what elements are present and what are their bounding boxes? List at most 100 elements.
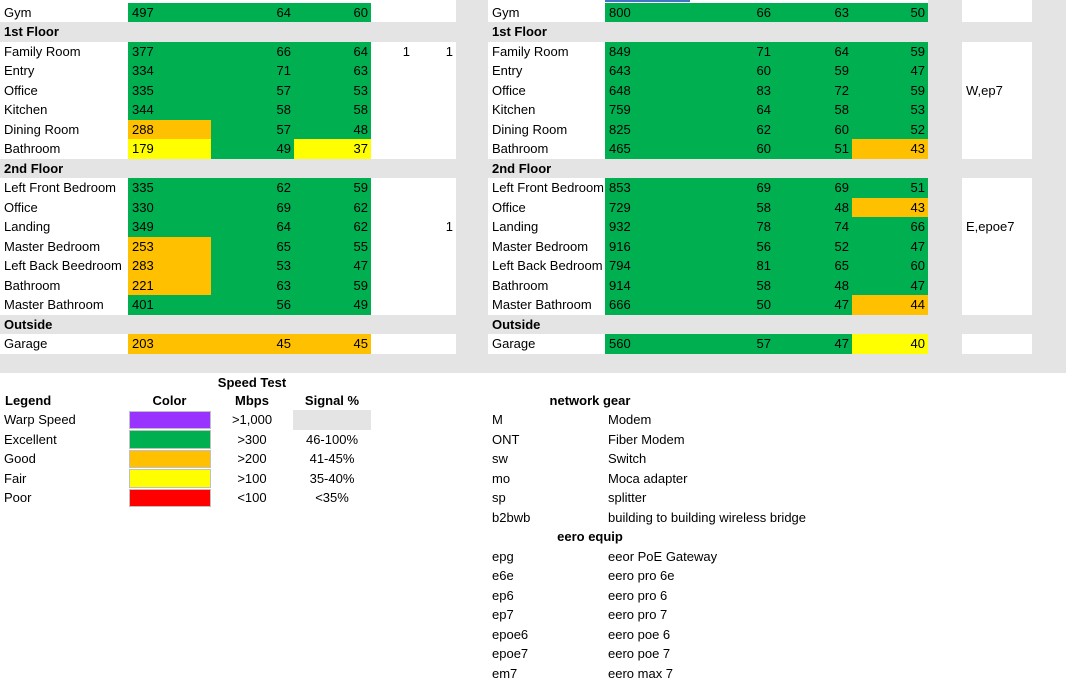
signal-cell-c: 60 bbox=[852, 256, 928, 276]
room-label: Entry bbox=[0, 61, 128, 81]
room-label: Office bbox=[0, 81, 128, 101]
signal-cell-b: 63 bbox=[294, 61, 371, 81]
signal-cell-c: 43 bbox=[852, 198, 928, 218]
signal-cell-b: 47 bbox=[774, 334, 852, 354]
eero-equip-title: eero equip bbox=[520, 527, 660, 547]
section-header: 2nd Floor bbox=[488, 159, 688, 179]
extra-cell-1 bbox=[371, 3, 413, 23]
signal-cell-b: 47 bbox=[774, 295, 852, 315]
signal-cell-a: 78 bbox=[690, 217, 774, 237]
signal-cell-b: 59 bbox=[294, 178, 371, 198]
signal-cell-a: 63 bbox=[211, 276, 294, 296]
legend-label: Excellent bbox=[0, 430, 128, 450]
signal-cell-a: 66 bbox=[690, 3, 774, 23]
legend-color-swatch bbox=[129, 489, 211, 508]
signal-cell-b: 58 bbox=[294, 100, 371, 120]
speed-cell: 794 bbox=[605, 256, 690, 276]
signal-cell-c: 59 bbox=[852, 42, 928, 62]
signal-cell-c: 47 bbox=[852, 237, 928, 257]
room-label: Bathroom bbox=[488, 276, 605, 296]
extra-cell-2 bbox=[413, 100, 456, 120]
speed-cell: 253 bbox=[128, 237, 211, 257]
signal-cell-a: 83 bbox=[690, 81, 774, 101]
network-gear-title: network gear bbox=[520, 391, 660, 411]
legend-color-header: Color bbox=[128, 391, 211, 411]
section-header: 1st Floor bbox=[0, 22, 200, 42]
room-label: Master Bathroom bbox=[488, 295, 605, 315]
legend-label: Fair bbox=[0, 469, 128, 489]
speed-cell: 283 bbox=[128, 256, 211, 276]
gutter-left-right bbox=[456, 0, 488, 354]
speed-cell: 288 bbox=[128, 120, 211, 140]
eero-desc: eero pro 6 bbox=[604, 586, 904, 606]
extra-cell-1 bbox=[371, 139, 413, 159]
note-second-floor: E,epoe7 bbox=[962, 217, 1032, 237]
signal-cell-b: 65 bbox=[774, 256, 852, 276]
signal-cell-a: 60 bbox=[690, 61, 774, 81]
speed-cell: 560 bbox=[605, 334, 690, 354]
signal-cell-a: 66 bbox=[211, 42, 294, 62]
legend-signal bbox=[293, 410, 371, 430]
speed-cell: 335 bbox=[128, 81, 211, 101]
signal-cell-a: 69 bbox=[211, 198, 294, 218]
signal-cell-b: 55 bbox=[294, 237, 371, 257]
extra-cell-2 bbox=[413, 61, 456, 81]
section-header: 1st Floor bbox=[488, 22, 688, 42]
section-header: Outside bbox=[488, 315, 688, 335]
extra-cell-1: 1 bbox=[371, 42, 413, 62]
room-label: Gym bbox=[488, 3, 605, 23]
speed-cell: 759 bbox=[605, 100, 690, 120]
room-label: Kitchen bbox=[0, 100, 128, 120]
signal-cell-c: 47 bbox=[852, 61, 928, 81]
speed-cell: 203 bbox=[128, 334, 211, 354]
legend-speed: >100 bbox=[211, 469, 293, 489]
signal-cell-c: 52 bbox=[852, 120, 928, 140]
room-label: Landing bbox=[0, 217, 128, 237]
legend-signal: <35% bbox=[293, 488, 371, 508]
signal-cell-c: 43 bbox=[852, 139, 928, 159]
speed-cell: 497 bbox=[128, 3, 211, 23]
room-label: Master Bathroom bbox=[0, 295, 128, 315]
extra-cell-1 bbox=[371, 217, 413, 237]
signal-cell-b: 64 bbox=[774, 42, 852, 62]
gear-desc: Fiber Modem bbox=[604, 430, 904, 450]
signal-cell-a: 57 bbox=[690, 334, 774, 354]
eero-desc: eero pro 6e bbox=[604, 566, 904, 586]
signal-cell-b: 62 bbox=[294, 198, 371, 218]
extra-cell-2 bbox=[413, 120, 456, 140]
speed-cell: 334 bbox=[128, 61, 211, 81]
gear-desc: splitter bbox=[604, 488, 904, 508]
signal-cell-b: 63 bbox=[774, 3, 852, 23]
speed-cell: 932 bbox=[605, 217, 690, 237]
speed-cell: 330 bbox=[128, 198, 211, 218]
signal-cell-a: 64 bbox=[690, 100, 774, 120]
room-label: Entry bbox=[488, 61, 605, 81]
eero-abbr: e6e bbox=[488, 566, 588, 586]
legend-color-swatch bbox=[129, 411, 211, 430]
signal-cell-a: 71 bbox=[211, 61, 294, 81]
speed-cell: 825 bbox=[605, 120, 690, 140]
signal-cell-a: 53 bbox=[211, 256, 294, 276]
legend-signal: 35-40% bbox=[293, 469, 371, 489]
eero-abbr: epoe6 bbox=[488, 625, 588, 645]
gear-desc: Switch bbox=[604, 449, 904, 469]
section-header: 2nd Floor bbox=[0, 159, 200, 179]
room-label: Left Back Beedroom bbox=[0, 256, 128, 276]
extra-cell-1 bbox=[371, 61, 413, 81]
signal-cell-b: 47 bbox=[294, 256, 371, 276]
legend-signal: 41-45% bbox=[293, 449, 371, 469]
extra-cell-1 bbox=[371, 256, 413, 276]
room-label: Garage bbox=[0, 334, 128, 354]
legend-speed: >1,000 bbox=[211, 410, 293, 430]
speed-cell: 666 bbox=[605, 295, 690, 315]
signal-cell-b: 72 bbox=[774, 81, 852, 101]
signal-cell-c: 66 bbox=[852, 217, 928, 237]
signal-cell-b: 51 bbox=[774, 139, 852, 159]
gutter-notes bbox=[928, 0, 962, 354]
legend-speed: >300 bbox=[211, 430, 293, 450]
extra-cell-2 bbox=[413, 3, 456, 23]
gear-desc: Modem bbox=[604, 410, 904, 430]
room-label: Left Front Bedroom bbox=[488, 178, 605, 198]
extra-cell-2: 1 bbox=[413, 217, 456, 237]
gear-abbr: mo bbox=[488, 469, 588, 489]
